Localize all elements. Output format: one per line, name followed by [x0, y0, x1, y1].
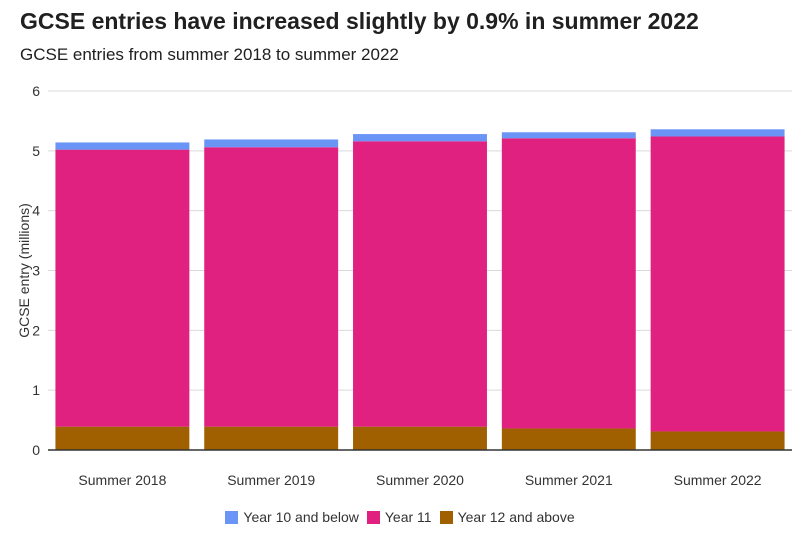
bar-segment-year-11 — [501, 138, 636, 429]
legend-item-year-10-and-below[interactable]: Year 10 and below — [225, 509, 359, 525]
legend-swatch — [366, 510, 380, 524]
y-axis-label: GCSE entry (millions) — [16, 203, 32, 338]
bar-segment-year-12-and-above — [353, 426, 487, 450]
legend-item-year-11[interactable]: Year 11 — [366, 509, 432, 525]
bar-segment-year-10-and-below — [501, 132, 636, 139]
legend-label: Year 12 and above — [457, 509, 575, 525]
bar-segment-year-11 — [353, 141, 487, 427]
bar-segment-year-11 — [650, 136, 785, 432]
x-tick-label: Summer 2019 — [227, 472, 315, 488]
chart-legend: Year 10 and below Year 11 Year 12 and ab… — [0, 509, 800, 525]
y-tick-label: 0 — [32, 442, 40, 458]
legend-swatch — [225, 510, 239, 524]
bar-segment-year-10-and-below — [650, 129, 785, 137]
legend-item-year-12-and-above[interactable]: Year 12 and above — [439, 509, 575, 525]
bar-segment-year-12-and-above — [650, 431, 785, 450]
y-tick-label: 6 — [32, 83, 40, 99]
y-tick-label: 4 — [32, 203, 40, 219]
legend-swatch — [439, 510, 453, 524]
bar-segment-year-11 — [55, 149, 190, 427]
x-tick-label: Summer 2021 — [525, 472, 613, 488]
bar-segment-year-12-and-above — [55, 426, 190, 450]
bar-segment-year-10-and-below — [55, 142, 190, 150]
x-tick-label: Summer 2020 — [376, 472, 464, 488]
chart-title: GCSE entries have increased slightly by … — [20, 8, 699, 34]
bar-segment-year-10-and-below — [353, 134, 487, 142]
x-tick-label: Summer 2018 — [78, 472, 166, 488]
legend-label: Year 10 and below — [243, 509, 359, 525]
bar-segment-year-10-and-below — [204, 139, 339, 148]
y-tick-label: 5 — [32, 143, 40, 159]
bar-segment-year-11 — [204, 147, 339, 427]
y-tick-label: 3 — [32, 263, 40, 279]
legend-label: Year 11 — [384, 509, 432, 525]
bar-segment-year-12-and-above — [204, 426, 339, 450]
chart-subtitle: GCSE entries from summer 2018 to summer … — [20, 45, 399, 64]
y-tick-label: 2 — [32, 322, 40, 338]
x-tick-label: Summer 2022 — [674, 472, 762, 488]
bar-segment-year-12-and-above — [501, 428, 636, 450]
y-tick-label: 1 — [32, 382, 40, 398]
